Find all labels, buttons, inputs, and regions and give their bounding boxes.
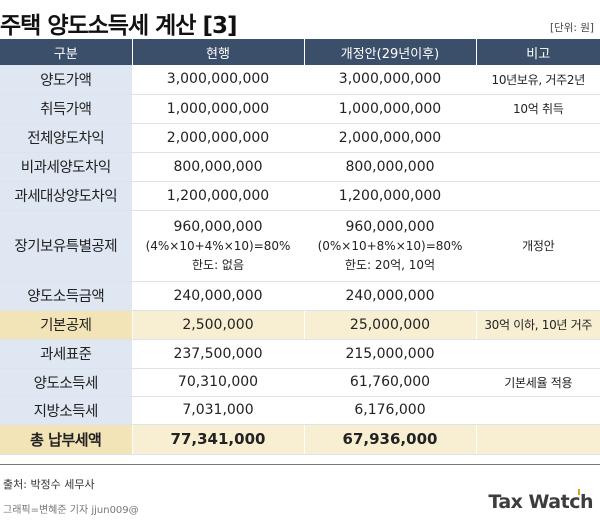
note-cell: 10년보유, 거주2년 bbox=[476, 65, 600, 95]
current-value: 240,000,000 bbox=[132, 281, 305, 311]
revised-value: 3,000,000,000 bbox=[304, 65, 477, 95]
current-value: 7,031,000 bbox=[132, 396, 305, 425]
revised-limit: 한도: 20억, 10억 bbox=[344, 257, 436, 272]
note-cell: 개정안 bbox=[476, 210, 600, 282]
note-cell: 30억 이하, 10년 거주 bbox=[476, 310, 600, 340]
column-header-current: 현행 bbox=[132, 39, 305, 65]
table-row: 전체양도차익 2,000,000,000 2,000,000,000 bbox=[0, 123, 600, 153]
row-label: 장기보유특별공제 bbox=[0, 210, 133, 282]
column-header-revised: 개정안(29년이후) bbox=[304, 39, 477, 65]
note-cell: 기본세율 적용 bbox=[476, 368, 600, 397]
column-header-note: 비고 bbox=[476, 39, 600, 65]
revised-value: 25,000,000 bbox=[304, 310, 477, 340]
footer-divider bbox=[0, 464, 600, 465]
unit-label: [단위: 원] bbox=[549, 22, 594, 34]
note-cell bbox=[476, 424, 600, 455]
page-title: 주택 양도소득세 계산 [3] bbox=[0, 13, 237, 39]
table-row: 양도가액 3,000,000,000 3,000,000,000 10년보유, … bbox=[0, 65, 600, 95]
table-row: 비과세양도차익 800,000,000 800,000,000 bbox=[0, 152, 600, 182]
revised-value: 2,000,000,000 bbox=[304, 123, 477, 153]
table-row: 양도소득세 70,310,000 61,760,000 기본세율 적용 bbox=[0, 368, 600, 397]
current-value: 3,000,000,000 bbox=[132, 65, 305, 95]
row-label: 양도소득세 bbox=[0, 368, 133, 397]
table-row: 과세대상양도차익 1,200,000,000 1,200,000,000 bbox=[0, 181, 600, 211]
table-row: 장기보유특별공제 960,000,000 (4%×10+4%×10)=80% 한… bbox=[0, 210, 600, 282]
row-label: 비과세양도차익 bbox=[0, 152, 133, 182]
row-label: 기본공제 bbox=[0, 310, 133, 340]
current-formula: (4%×10+4%×10)=80% bbox=[145, 238, 291, 253]
current-value: 960,000,000 bbox=[173, 218, 263, 235]
revised-value: 1,200,000,000 bbox=[304, 181, 477, 211]
revised-value: 215,000,000 bbox=[304, 339, 477, 369]
table-row: 취득가액 1,000,000,000 1,000,000,000 10억 취득 bbox=[0, 94, 600, 124]
note-cell bbox=[476, 396, 600, 425]
current-limit: 한도: 없음 bbox=[191, 257, 245, 272]
revised-value: 960,000,000 bbox=[345, 218, 435, 235]
source-text: 출처: 박정수 세무사 bbox=[3, 478, 95, 491]
current-value: 2,500,000 bbox=[132, 310, 305, 340]
table-row: 과세표준 237,500,000 215,000,000 bbox=[0, 339, 600, 369]
row-label: 양도소득금액 bbox=[0, 281, 133, 311]
table-row-highlighted: 기본공제 2,500,000 25,000,000 30억 이하, 10년 거주 bbox=[0, 310, 600, 340]
row-label: 양도가액 bbox=[0, 65, 133, 95]
note-cell: 10억 취득 bbox=[476, 94, 600, 124]
row-label: 총 납부세액 bbox=[0, 424, 133, 455]
current-value: 237,500,000 bbox=[132, 339, 305, 369]
revised-value: 61,760,000 bbox=[304, 368, 477, 397]
column-header-category: 구분 bbox=[0, 39, 133, 65]
table-row-total: 총 납부세액 77,341,000 67,936,000 bbox=[0, 424, 600, 455]
current-value: 77,341,000 bbox=[132, 424, 305, 455]
revised-formula: (0%×10+8%×10)=80% bbox=[317, 238, 463, 253]
taxwatch-logo: Tax Watch bbox=[488, 489, 594, 513]
current-value: 800,000,000 bbox=[132, 152, 305, 182]
row-label: 지방소득세 bbox=[0, 396, 133, 425]
revised-value: 6,176,000 bbox=[304, 396, 477, 425]
note-cell bbox=[476, 181, 600, 211]
current-value: 70,310,000 bbox=[132, 368, 305, 397]
revised-value: 67,936,000 bbox=[304, 424, 477, 455]
note-cell bbox=[476, 152, 600, 182]
current-value: 1,000,000,000 bbox=[132, 94, 305, 124]
tax-calculation-table: 구분 현행 개정안(29년이후) 비고 양도가액 3,000,000,000 3… bbox=[0, 39, 600, 455]
svg-text:Tax Watch: Tax Watch bbox=[488, 491, 593, 513]
note-cell bbox=[476, 339, 600, 369]
current-value-detail: 960,000,000 (4%×10+4%×10)=80% 한도: 없음 bbox=[132, 210, 305, 282]
row-label: 과세대상양도차익 bbox=[0, 181, 133, 211]
current-value: 2,000,000,000 bbox=[132, 123, 305, 153]
revised-value: 1,000,000,000 bbox=[304, 94, 477, 124]
row-label: 취득가액 bbox=[0, 94, 133, 124]
table-row: 양도소득금액 240,000,000 240,000,000 bbox=[0, 281, 600, 311]
revised-value: 240,000,000 bbox=[304, 281, 477, 311]
credit-text: 그래픽=변혜준 기자 jjun009@ bbox=[3, 505, 139, 516]
revised-value: 800,000,000 bbox=[304, 152, 477, 182]
note-cell bbox=[476, 123, 600, 153]
table-header-row: 구분 현행 개정안(29년이후) 비고 bbox=[0, 39, 600, 65]
table-row: 지방소득세 7,031,000 6,176,000 bbox=[0, 396, 600, 425]
revised-value-detail: 960,000,000 (0%×10+8%×10)=80% 한도: 20억, 1… bbox=[304, 210, 477, 282]
current-value: 1,200,000,000 bbox=[132, 181, 305, 211]
note-cell bbox=[476, 281, 600, 311]
row-label: 과세표준 bbox=[0, 339, 133, 369]
row-label: 전체양도차익 bbox=[0, 123, 133, 153]
